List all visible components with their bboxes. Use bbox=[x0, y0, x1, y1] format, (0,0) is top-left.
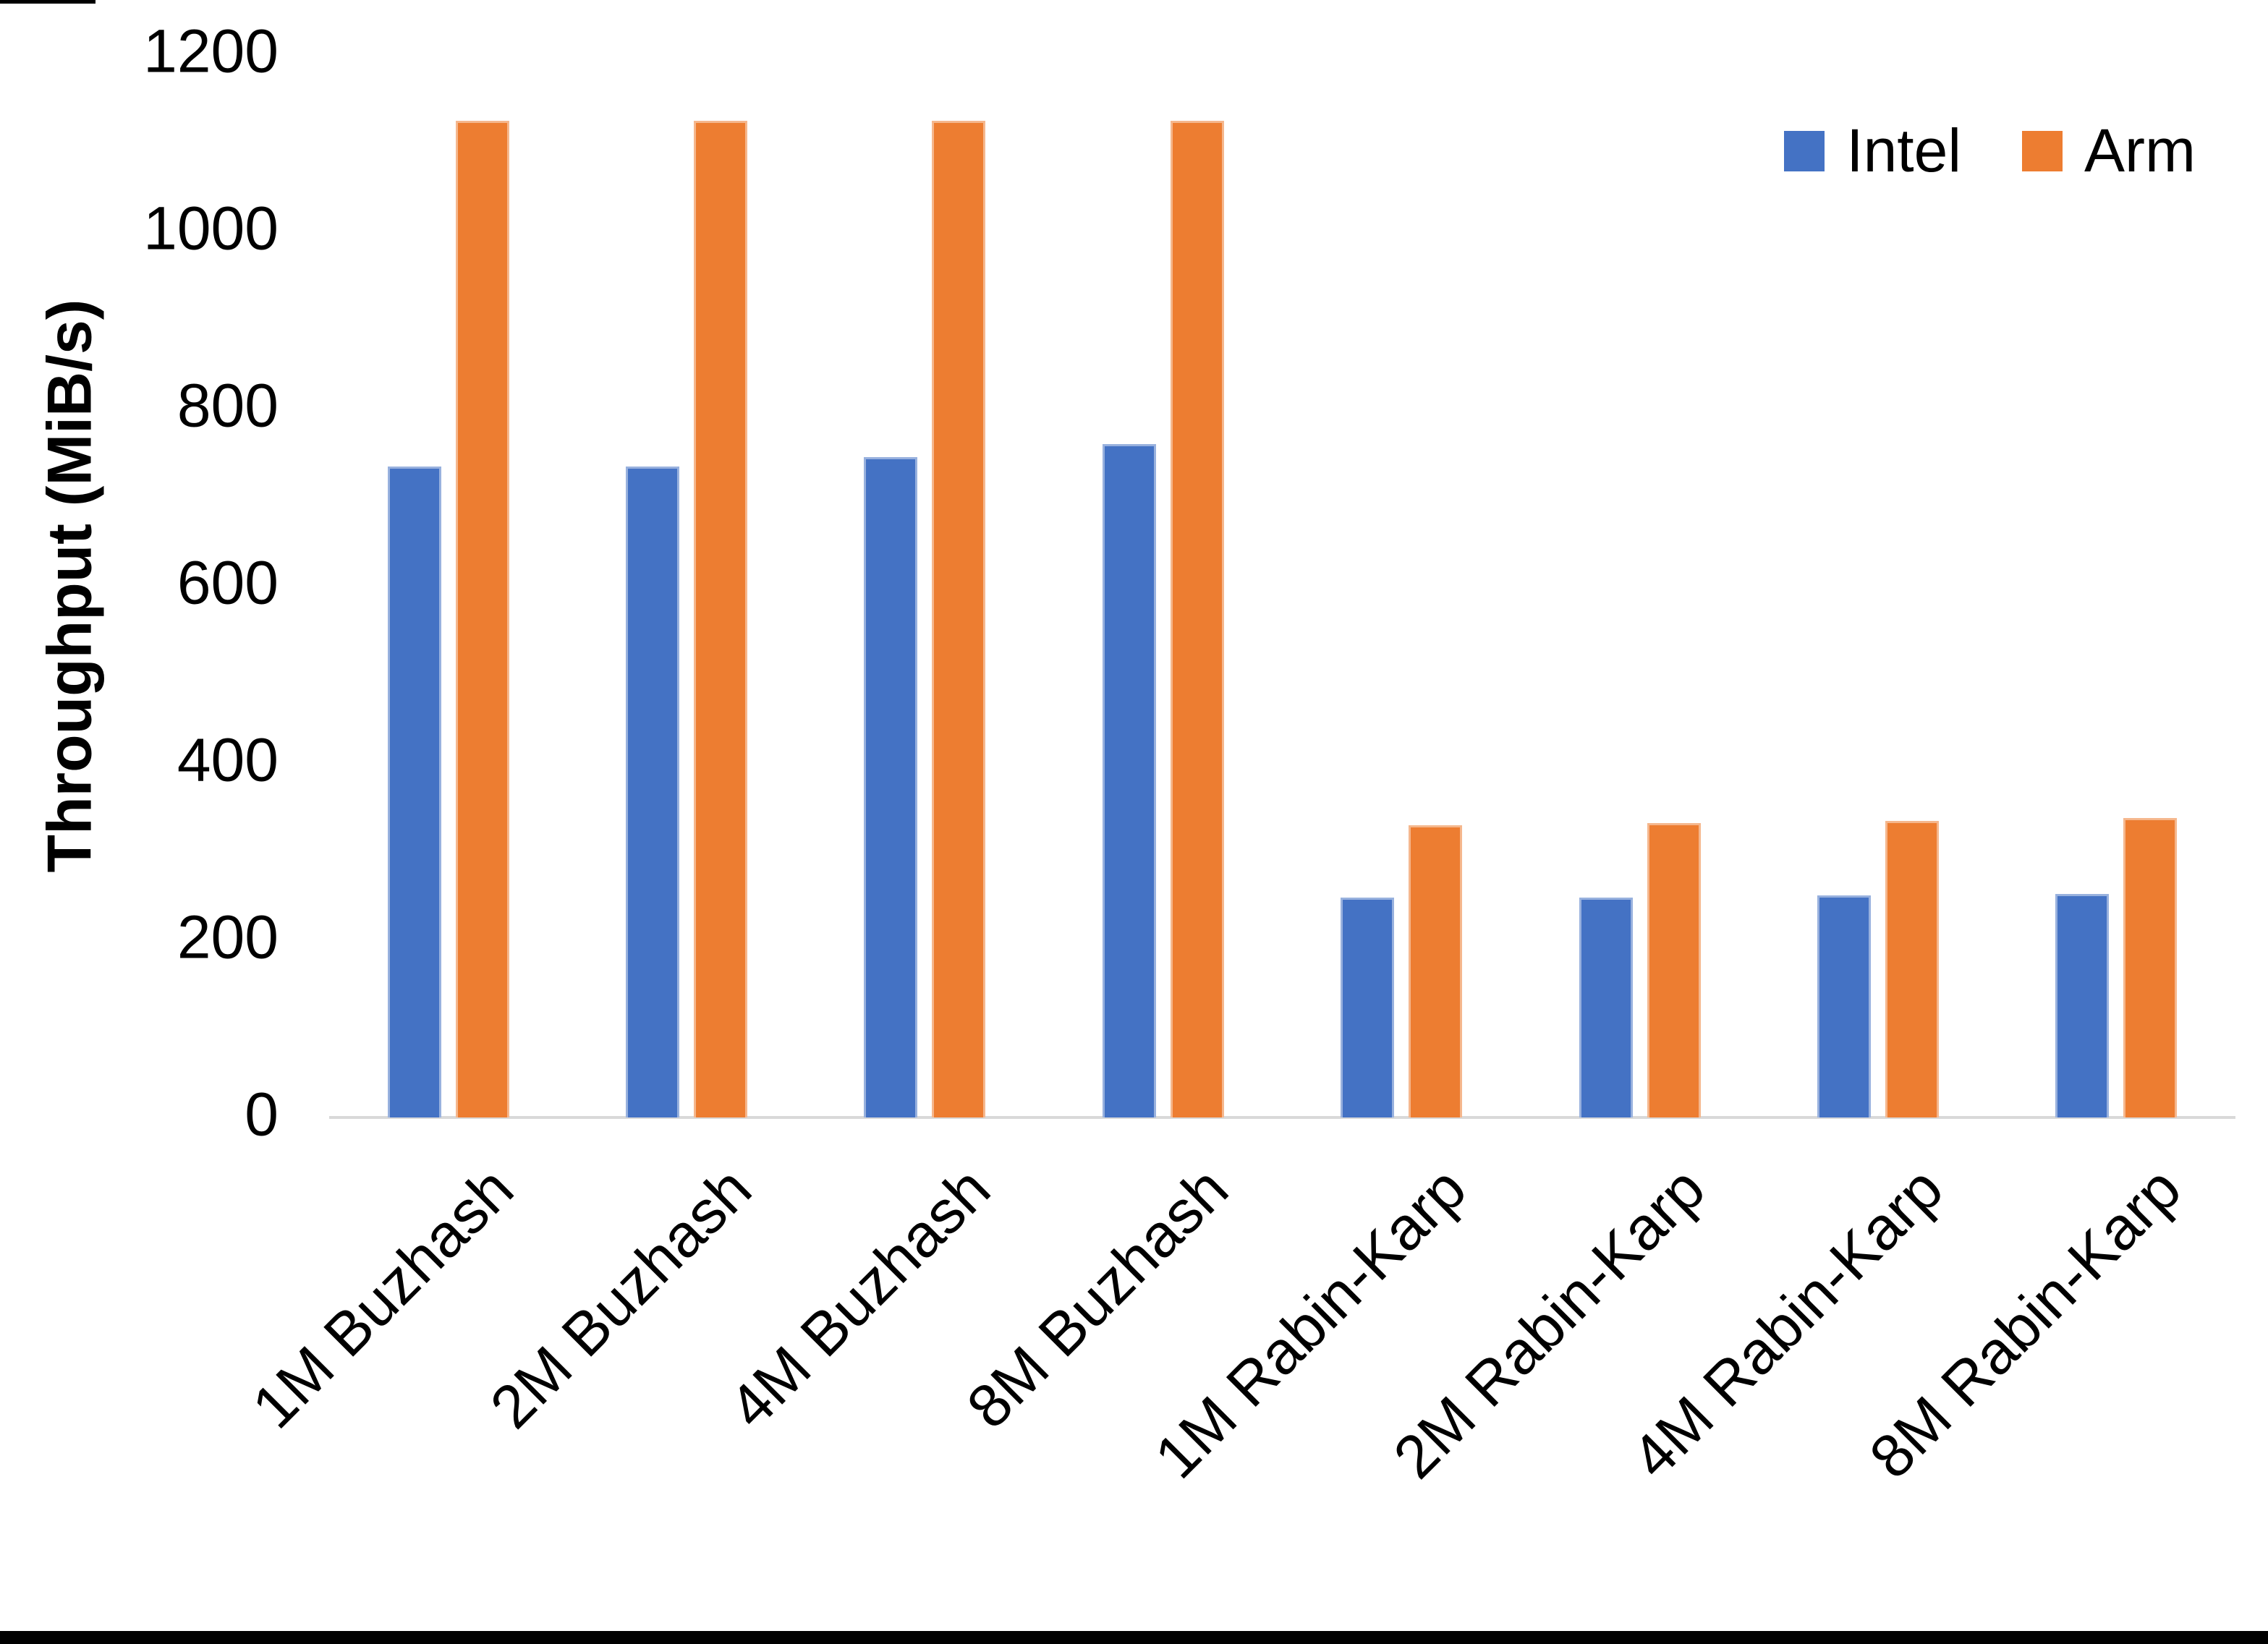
window-edge-artifact-bottom bbox=[0, 1631, 2268, 1644]
y-tick-1200: 1200 bbox=[143, 17, 279, 85]
legend-marker-intel bbox=[1784, 130, 1825, 171]
bar-intel-1m-rabin-karp bbox=[1341, 898, 1395, 1117]
bar-arm-1m-rabin-karp bbox=[1409, 825, 1463, 1117]
bar-arm-2m-buzhash bbox=[694, 120, 748, 1117]
legend-marker-arm bbox=[2022, 130, 2063, 171]
legend-label-intel: Intel bbox=[1846, 116, 1962, 184]
bar-intel-2m-buzhash bbox=[626, 466, 680, 1117]
legend-item-arm: Arm bbox=[2022, 116, 2196, 186]
y-tick-1000: 1000 bbox=[143, 194, 279, 263]
bar-arm-4m-rabin-karp bbox=[1885, 820, 1939, 1117]
legend: Intel Arm bbox=[1784, 116, 2196, 186]
y-tick-800: 800 bbox=[177, 371, 279, 440]
legend-label-arm: Arm bbox=[2084, 116, 2196, 184]
x-axis-line bbox=[329, 1116, 2235, 1119]
window-edge-artifact-top bbox=[0, 0, 95, 4]
legend-item-intel: Intel bbox=[1784, 116, 1961, 186]
y-tick-200: 200 bbox=[177, 903, 279, 971]
bar-intel-2m-rabin-karp bbox=[1579, 898, 1633, 1117]
bar-arm-8m-buzhash bbox=[1170, 120, 1224, 1117]
y-tick-400: 400 bbox=[177, 725, 279, 794]
bar-intel-4m-buzhash bbox=[864, 457, 918, 1117]
y-tick-0: 0 bbox=[245, 1080, 279, 1149]
y-axis-tick-labels: 0 200 400 600 800 1000 1200 bbox=[0, 0, 279, 1644]
bar-intel-4m-rabin-karp bbox=[1817, 895, 1871, 1117]
bar-intel-8m-buzhash bbox=[1102, 444, 1156, 1117]
bar-arm-8m-rabin-karp bbox=[2123, 817, 2178, 1117]
bar-arm-4m-buzhash bbox=[932, 120, 986, 1117]
plot-area bbox=[329, 54, 2235, 1119]
bar-arm-2m-rabin-karp bbox=[1647, 823, 1701, 1117]
bar-arm-1m-buzhash bbox=[455, 120, 509, 1117]
bar-intel-1m-buzhash bbox=[387, 466, 441, 1117]
y-tick-600: 600 bbox=[177, 548, 279, 617]
bar-intel-8m-rabin-karp bbox=[2055, 894, 2110, 1117]
